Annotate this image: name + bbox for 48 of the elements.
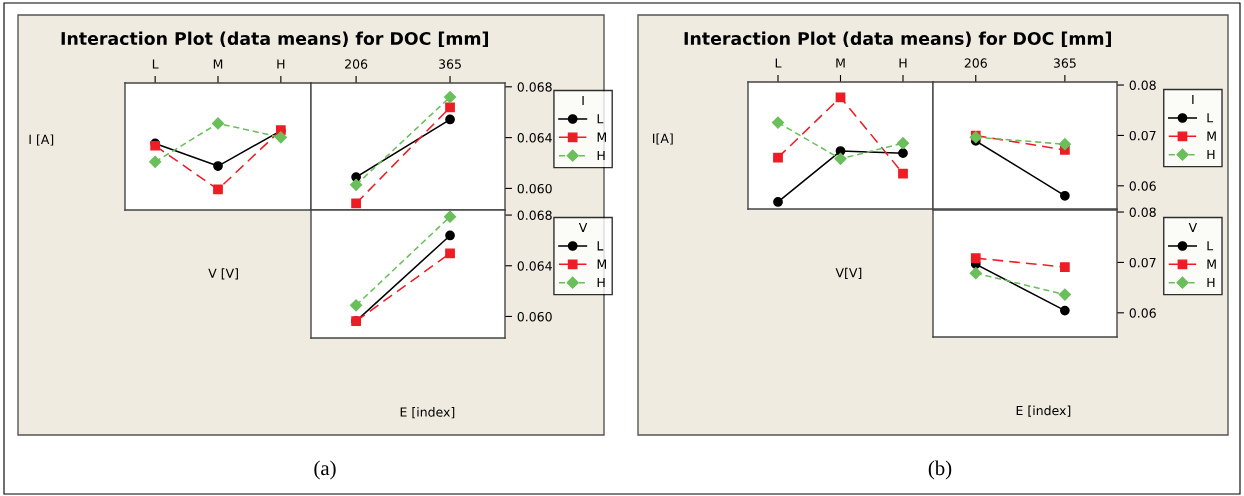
y-tick-label: 0.06: [1129, 308, 1156, 318]
legend-title: V: [1188, 222, 1198, 233]
y-tick-label: 0.07: [1129, 130, 1156, 141]
legend-label: M: [1207, 259, 1216, 269]
x-tick-label: H: [899, 58, 907, 68]
chart-title: Interaction Plot (data means) for DOC [mm]: [61, 31, 488, 48]
y-axis-title: I [A]: [29, 134, 54, 146]
x-tick-label: 365: [1053, 58, 1076, 68]
legend-title: I: [582, 95, 584, 106]
legend-label: H: [1207, 149, 1215, 160]
legend-label: H: [597, 277, 605, 288]
x-tick-label: 365: [439, 59, 461, 69]
y-tick-label: 0.068: [517, 82, 552, 92]
x-tick-label: L: [775, 58, 782, 68]
text: (a): [314, 460, 336, 480]
y-tick-label: 0.08: [1129, 207, 1156, 217]
chart-title: Interaction Plot (data means) for DOC [mm]: [684, 31, 1111, 48]
legend-label: M: [597, 132, 606, 142]
y-tick-label: 0.08: [1129, 80, 1156, 90]
x-tick-label: H: [277, 59, 285, 69]
y-axis-title: I[A]: [653, 133, 673, 145]
legend-label: H: [597, 150, 605, 161]
y-axis-title: V[V]: [835, 267, 862, 279]
x-axis-title: E [index]: [400, 407, 455, 419]
legend-label: L: [1207, 241, 1214, 251]
y-tick-label: 0.068: [517, 210, 552, 220]
legend-label: M: [597, 259, 606, 269]
text: (b): [928, 460, 952, 480]
legend-label: L: [597, 241, 604, 251]
x-tick-label: 206: [964, 58, 987, 68]
y-axis-title: V [V]: [208, 268, 238, 280]
y-tick-label: 0.07: [1129, 257, 1156, 268]
y-tick-label: 0.064: [517, 133, 552, 143]
x-tick-label: M: [213, 59, 223, 69]
y-tick-label: 0.060: [517, 183, 552, 194]
x-tick-label: M: [836, 58, 845, 68]
x-tick-label: L: [152, 59, 159, 69]
legend-label: M: [1207, 131, 1216, 141]
legend-title: V: [578, 222, 588, 233]
x-tick-label: 206: [345, 59, 368, 69]
legend-label: L: [1207, 113, 1214, 123]
y-tick-label: 0.064: [517, 261, 552, 271]
y-tick-label: 0.06: [1129, 181, 1156, 191]
legend-label: L: [597, 114, 604, 124]
legend-label: H: [1207, 277, 1215, 288]
y-tick-label: 0.060: [517, 311, 552, 322]
legend-title: I: [1192, 94, 1194, 105]
x-axis-title: E [index]: [1016, 405, 1071, 417]
